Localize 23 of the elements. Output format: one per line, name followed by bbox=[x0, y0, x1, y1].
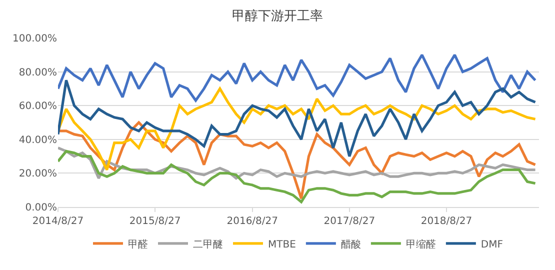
line-series bbox=[58, 78, 537, 158]
line-series bbox=[58, 150, 537, 204]
legend-label: MTBE bbox=[268, 239, 296, 250]
line-series bbox=[58, 54, 537, 102]
x-tick-label: 2017/8/27 bbox=[324, 216, 376, 227]
y-tick-label: 80.00% bbox=[18, 67, 57, 78]
x-tick-label: 2016/8/27 bbox=[226, 216, 278, 227]
legend-label: 醋酸 bbox=[340, 238, 361, 250]
legend-label: 二甲醚 bbox=[193, 238, 223, 250]
line-series bbox=[58, 87, 537, 172]
x-tick-label: 2014/8/27 bbox=[32, 216, 84, 227]
line-series bbox=[58, 121, 537, 200]
y-tick-label: 100.00% bbox=[12, 34, 57, 44]
legend-label: 甲缩醛 bbox=[406, 238, 436, 250]
y-tick-label: 0.00% bbox=[25, 202, 57, 214]
x-tick-label: 2015/8/27 bbox=[129, 216, 181, 227]
legend-label: 甲醛 bbox=[128, 238, 148, 250]
legend-label: DMF bbox=[480, 239, 504, 250]
y-tick-label: 20.00% bbox=[18, 168, 57, 180]
y-tick-label: 40.00% bbox=[18, 134, 57, 146]
y-tick-label: 60.00% bbox=[18, 101, 57, 112]
chart-title: 甲醇下游开工率 bbox=[232, 8, 323, 24]
x-tick-label: 2018/8/27 bbox=[420, 216, 472, 227]
